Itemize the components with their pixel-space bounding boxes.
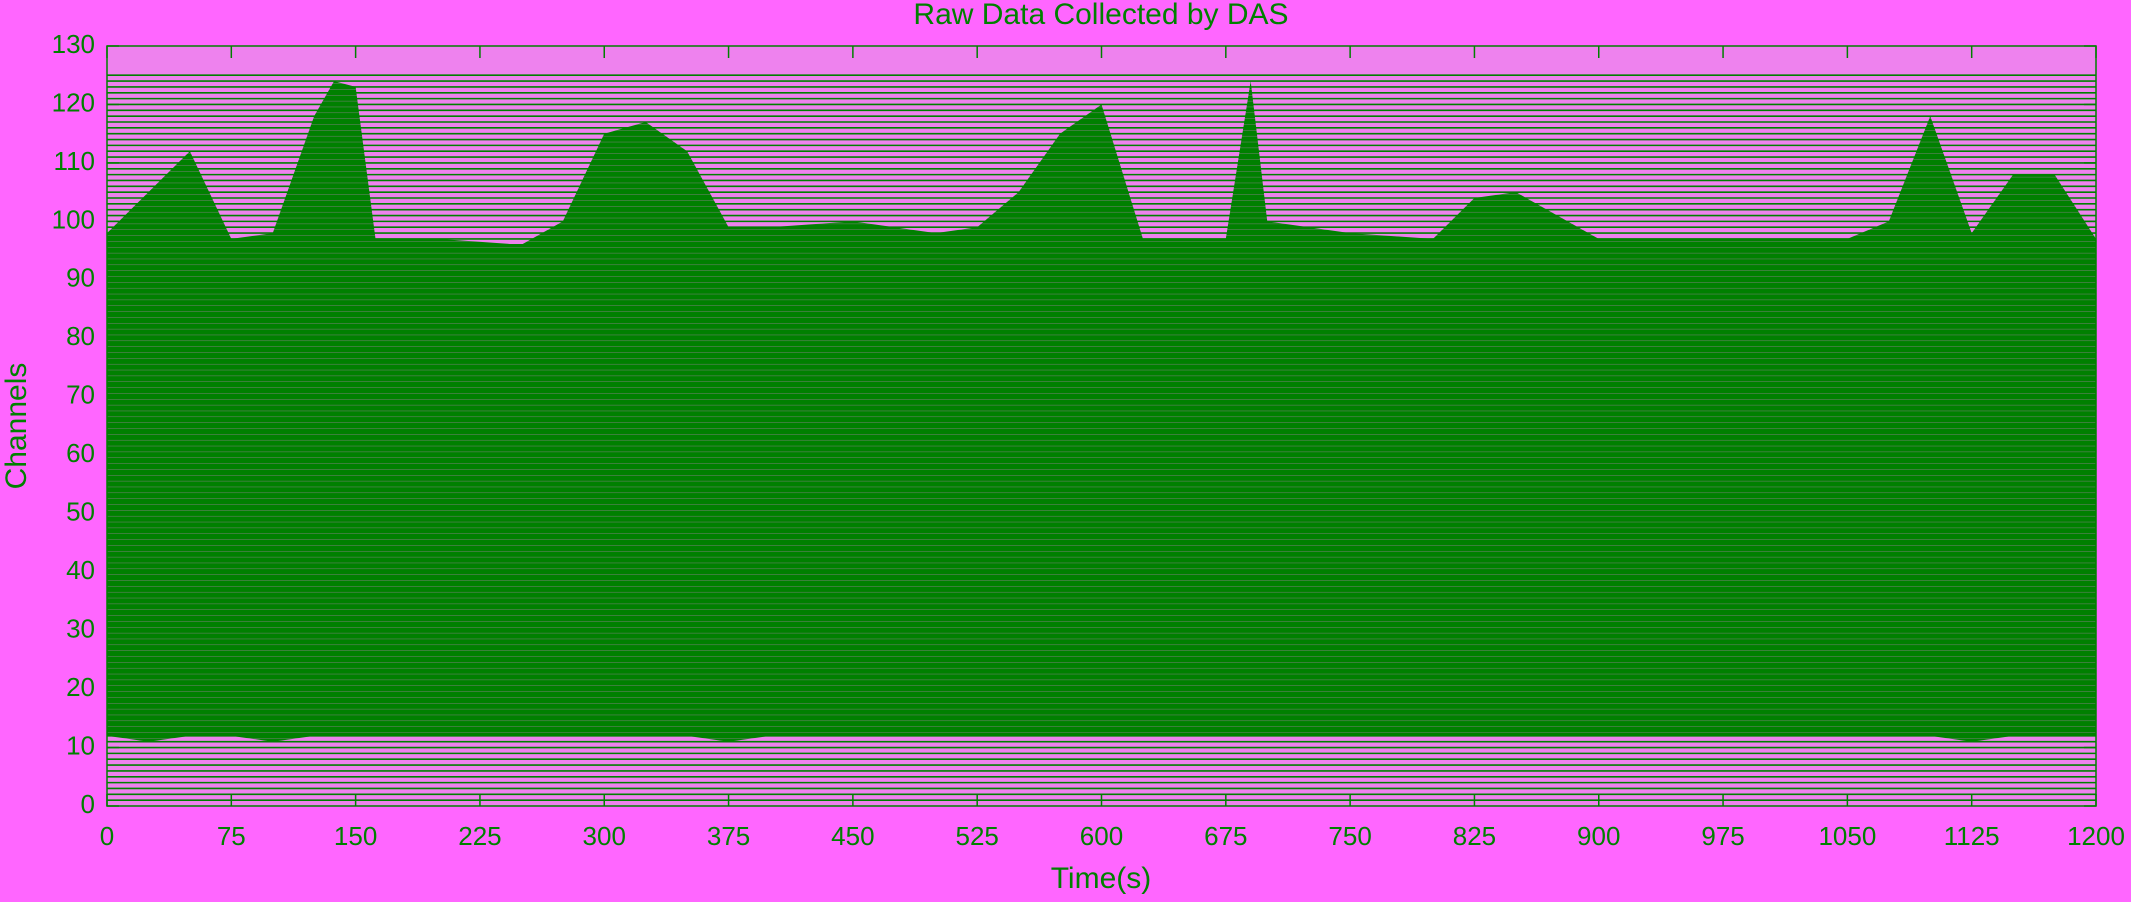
activity-area [107, 81, 2096, 742]
x-tick-label: 525 [955, 821, 998, 851]
y-tick-label: 20 [66, 672, 95, 702]
x-tick-label: 300 [583, 821, 626, 851]
y-axis-label: Channels [0, 363, 33, 490]
y-tick-label: 90 [66, 263, 95, 293]
x-tick-label: 1050 [1818, 821, 1876, 851]
y-tick-label: 0 [81, 789, 95, 819]
x-tick-label: 975 [1701, 821, 1744, 851]
y-tick-label: 110 [54, 146, 95, 176]
x-tick-label: 450 [831, 821, 874, 851]
x-tick-label: 1125 [1944, 821, 2000, 851]
y-tick-label: 100 [52, 204, 95, 234]
x-tick-label: 75 [217, 821, 246, 851]
x-tick-label: 600 [1080, 821, 1123, 851]
y-tick-label: 30 [66, 613, 95, 643]
x-tick-label: 825 [1453, 821, 1496, 851]
y-tick-label: 40 [66, 555, 95, 585]
chart-title: Raw Data Collected by DAS [913, 0, 1288, 31]
y-tick-label: 120 [52, 87, 95, 117]
y-tick-label: 130 [52, 29, 95, 59]
x-tick-label: 225 [458, 821, 501, 851]
x-axis-label: Time(s) [1051, 862, 1152, 895]
x-tick-label: 150 [334, 821, 377, 851]
x-tick-label: 375 [707, 821, 750, 851]
y-tick-label: 80 [66, 321, 95, 351]
x-tick-label: 0 [100, 821, 114, 851]
x-tick-label: 1200 [2067, 821, 2125, 851]
y-tick-label: 60 [66, 438, 95, 468]
x-tick-label: 675 [1204, 821, 1247, 851]
y-tick-label: 10 [66, 730, 95, 760]
x-tick-label: 900 [1577, 821, 1620, 851]
y-tick-label: 70 [66, 380, 95, 410]
y-tick-label: 50 [66, 497, 95, 527]
x-tick-label: 750 [1328, 821, 1371, 851]
